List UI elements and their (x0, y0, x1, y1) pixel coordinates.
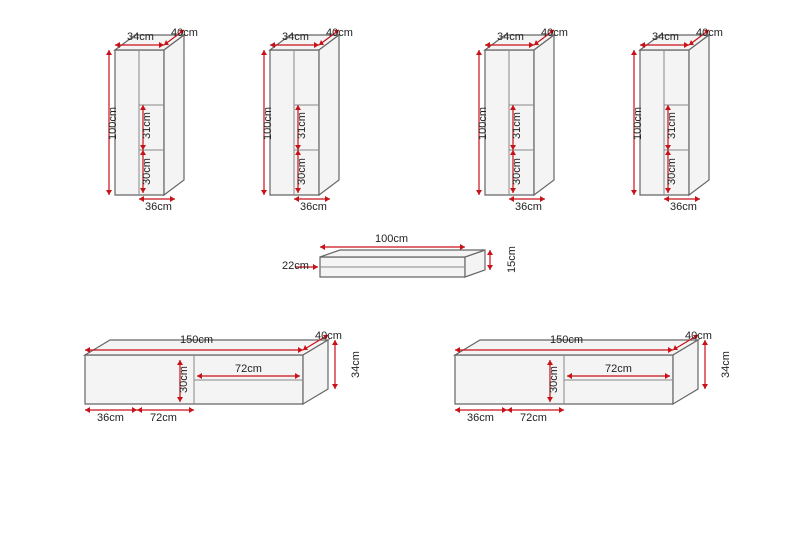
dim-height: 100cm (632, 107, 644, 140)
dim-inner-w-left: 36cm (467, 412, 494, 424)
dim-width: 150cm (550, 334, 583, 346)
dim-door-h: 30cm (666, 158, 678, 185)
dim-length: 100cm (375, 233, 408, 245)
dim-inner-h: 31cm (666, 112, 678, 139)
dim-inner-w-right: 72cm (235, 363, 262, 375)
dim-inner-h: 30cm (548, 366, 560, 393)
dim-height: 34cm (350, 351, 362, 378)
dim-depth: 40cm (315, 330, 342, 342)
dim-inner-w: 36cm (145, 201, 172, 213)
dim-inner-w: 36cm (300, 201, 327, 213)
dim-door-h: 30cm (511, 158, 523, 185)
dim-depth: 40cm (696, 27, 723, 39)
dim-depth: 40cm (326, 27, 353, 39)
dim-inner-w-left: 36cm (97, 412, 124, 424)
dim-inner-h: 30cm (178, 366, 190, 393)
dim-inner-w-right: 72cm (605, 363, 632, 375)
dim-height: 100cm (262, 107, 274, 140)
dim-depth: 22cm (282, 260, 309, 272)
dim-width: 34cm (127, 31, 154, 43)
dim-inner-w: 36cm (515, 201, 542, 213)
dim-depth: 40cm (685, 330, 712, 342)
dim-inner-w-mid: 72cm (150, 412, 177, 424)
dim-height: 34cm (720, 351, 732, 378)
dim-door-h: 30cm (296, 158, 308, 185)
dim-inner-h: 31cm (296, 112, 308, 139)
dim-inner-h: 31cm (511, 112, 523, 139)
diagram-canvas: 34cm 40cm 100cm 31cm 30cm 36cm (20, 20, 780, 513)
dim-width: 34cm (652, 31, 679, 43)
dim-door-h: 30cm (141, 158, 153, 185)
dim-height: 100cm (477, 107, 489, 140)
dim-width: 34cm (282, 31, 309, 43)
dim-inner-w-mid: 72cm (520, 412, 547, 424)
dim-depth: 40cm (541, 27, 568, 39)
dim-width: 150cm (180, 334, 213, 346)
dim-width: 34cm (497, 31, 524, 43)
dim-height: 100cm (107, 107, 119, 140)
dim-inner-w: 36cm (670, 201, 697, 213)
dim-depth: 40cm (171, 27, 198, 39)
dim-inner-h: 31cm (141, 112, 153, 139)
dim-height: 15cm (506, 246, 518, 273)
